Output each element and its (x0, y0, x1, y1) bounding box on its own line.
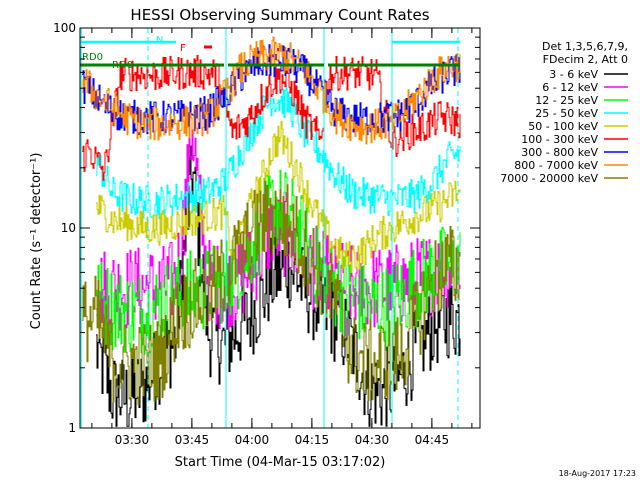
y-tick-label-3: 100 (53, 21, 76, 35)
legend-label-8: 800 - 7000 keV (514, 159, 598, 172)
y-tick-label-1: 1 (68, 421, 76, 435)
x-tick-label-6: 04:45 (415, 433, 450, 447)
legend-label-4: 25 - 50 keV (535, 107, 598, 120)
series-line-5 (96, 120, 461, 273)
legend-label-3: 12 - 25 keV (535, 94, 598, 107)
series-line-8 (82, 36, 461, 145)
x-axis-label: Start Time (04-Mar-15 03:17:02) (175, 455, 386, 470)
y-tick-label-2: 10 (61, 221, 76, 235)
chart-title: HESSI Observing Summary Count Rates (130, 6, 429, 24)
annotation-1: N (156, 35, 163, 46)
y-axis-label: Count Rate (s⁻¹ detector⁻¹) (29, 153, 44, 330)
series-line-1 (96, 145, 461, 427)
legend-header-line-1: Det 1,3,5,6,7,9, (542, 40, 628, 53)
x-tick-label-5: 04:30 (355, 433, 390, 447)
legend-label-2: 6 - 12 keV (542, 81, 598, 94)
legend-label-7: 300 - 800 keV (521, 146, 598, 159)
legend-label-6: 100 - 300 keV (521, 133, 598, 146)
x-tick-label-4: 04:15 (295, 433, 330, 447)
annotation-2: F (180, 43, 186, 54)
x-tick-label-1: 03:30 (115, 433, 150, 447)
series-line-9 (82, 180, 461, 406)
series-line-6 (82, 54, 461, 181)
series-line-3 (96, 169, 461, 355)
x-tick-label-3: 04:00 (235, 433, 270, 447)
legend-label-1: 3 - 6 keV (549, 68, 598, 81)
annotation-4: RD0 (112, 60, 133, 71)
footer-timestamp: 18-Aug-2017 17:23 (559, 469, 636, 478)
x-tick-label-2: 03:45 (175, 433, 210, 447)
series-line-4 (96, 85, 461, 220)
legend-header-line-2: FDecim 2, Att 0 (543, 53, 628, 66)
legend-label-5: 50 - 100 keV (528, 120, 598, 133)
legend-label-9: 7000 - 20000 keV (500, 172, 598, 185)
annotation-3: RD0 (82, 52, 103, 63)
